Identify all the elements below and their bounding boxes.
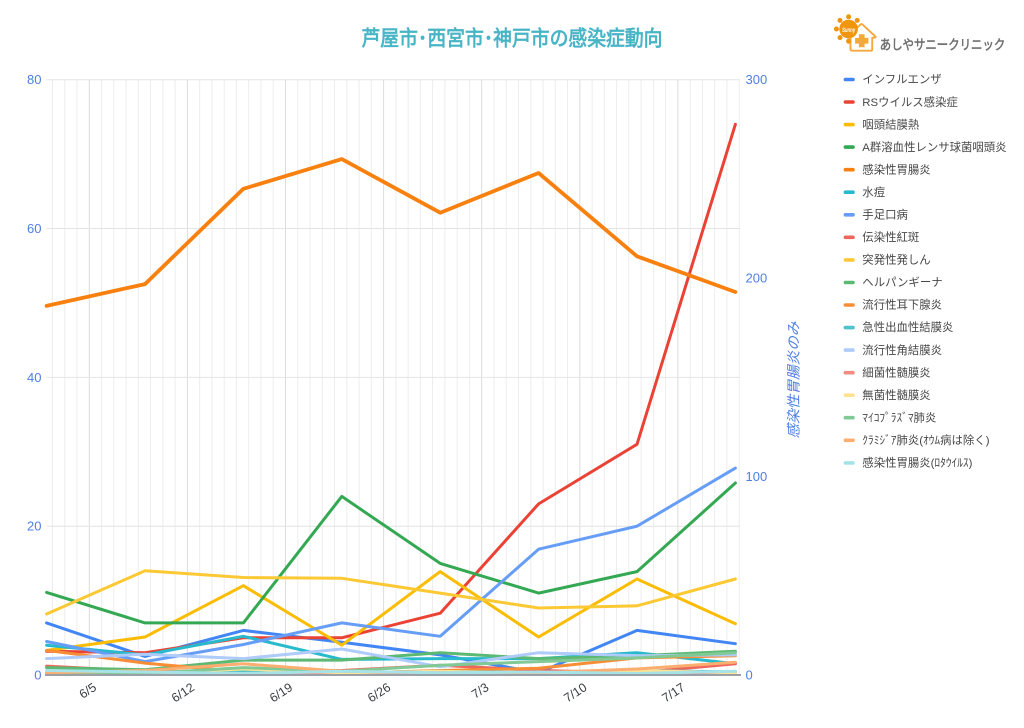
svg-text:突発性発しん: 突発性発しん (862, 253, 930, 267)
svg-text:急性出血性結膜炎: 急性出血性結膜炎 (862, 320, 953, 334)
svg-text:感染性胃腸炎(ﾛﾀｳｲﾙｽ): 感染性胃腸炎(ﾛﾀｳｲﾙｽ) (862, 456, 972, 470)
svg-text:100: 100 (746, 469, 768, 484)
svg-text:60: 60 (27, 221, 41, 236)
svg-text:伝染性紅斑: 伝染性紅斑 (862, 230, 919, 244)
svg-text:無菌性髄膜炎: 無菌性髄膜炎 (862, 388, 930, 402)
svg-text:200: 200 (746, 271, 768, 286)
svg-text:ヘルパンギーナ: ヘルパンギーナ (862, 276, 942, 289)
svg-text:水痘: 水痘 (862, 185, 885, 199)
svg-text:咽頭結膜熱: 咽頭結膜熱 (862, 117, 919, 131)
svg-text:感染性胃腸炎のみ: 感染性胃腸炎のみ (786, 320, 802, 438)
svg-text:0: 0 (746, 668, 753, 683)
svg-text:RSウイルス感染症: RSウイルス感染症 (862, 95, 958, 109)
svg-text:Sunny: Sunny (842, 27, 855, 34)
svg-text:細菌性髄膜炎: 細菌性髄膜炎 (862, 365, 930, 379)
svg-text:80: 80 (27, 72, 41, 87)
svg-text:0: 0 (34, 668, 41, 683)
svg-text:あしやサニークリニック: あしやサニークリニック (880, 38, 1006, 53)
svg-text:40: 40 (27, 370, 41, 385)
svg-text:手足口病: 手足口病 (862, 208, 908, 222)
svg-text:ﾏｲｺﾌﾟﾗｽﾞﾏ肺炎: ﾏｲｺﾌﾟﾗｽﾞﾏ肺炎 (862, 411, 936, 424)
svg-text:感染性胃腸炎: 感染性胃腸炎 (862, 162, 930, 176)
svg-text:300: 300 (746, 72, 768, 87)
svg-text:20: 20 (27, 519, 41, 534)
svg-text:流行性角結膜炎: 流行性角結膜炎 (862, 343, 942, 357)
svg-text:ｸﾗﾐｼﾞｱ肺炎(ｵｳﾑ病は除く): ｸﾗﾐｼﾞｱ肺炎(ｵｳﾑ病は除く) (862, 433, 989, 447)
svg-text:A群溶血性レンサ球菌咽頭炎: A群溶血性レンサ球菌咽頭炎 (862, 140, 1006, 154)
svg-text:芦屋市･西宮市･神戸市の感染症動向: 芦屋市･西宮市･神戸市の感染症動向 (362, 27, 663, 51)
svg-text:流行性耳下腺炎: 流行性耳下腺炎 (862, 298, 942, 312)
svg-text:インフルエンザ: インフルエンザ (862, 73, 941, 86)
